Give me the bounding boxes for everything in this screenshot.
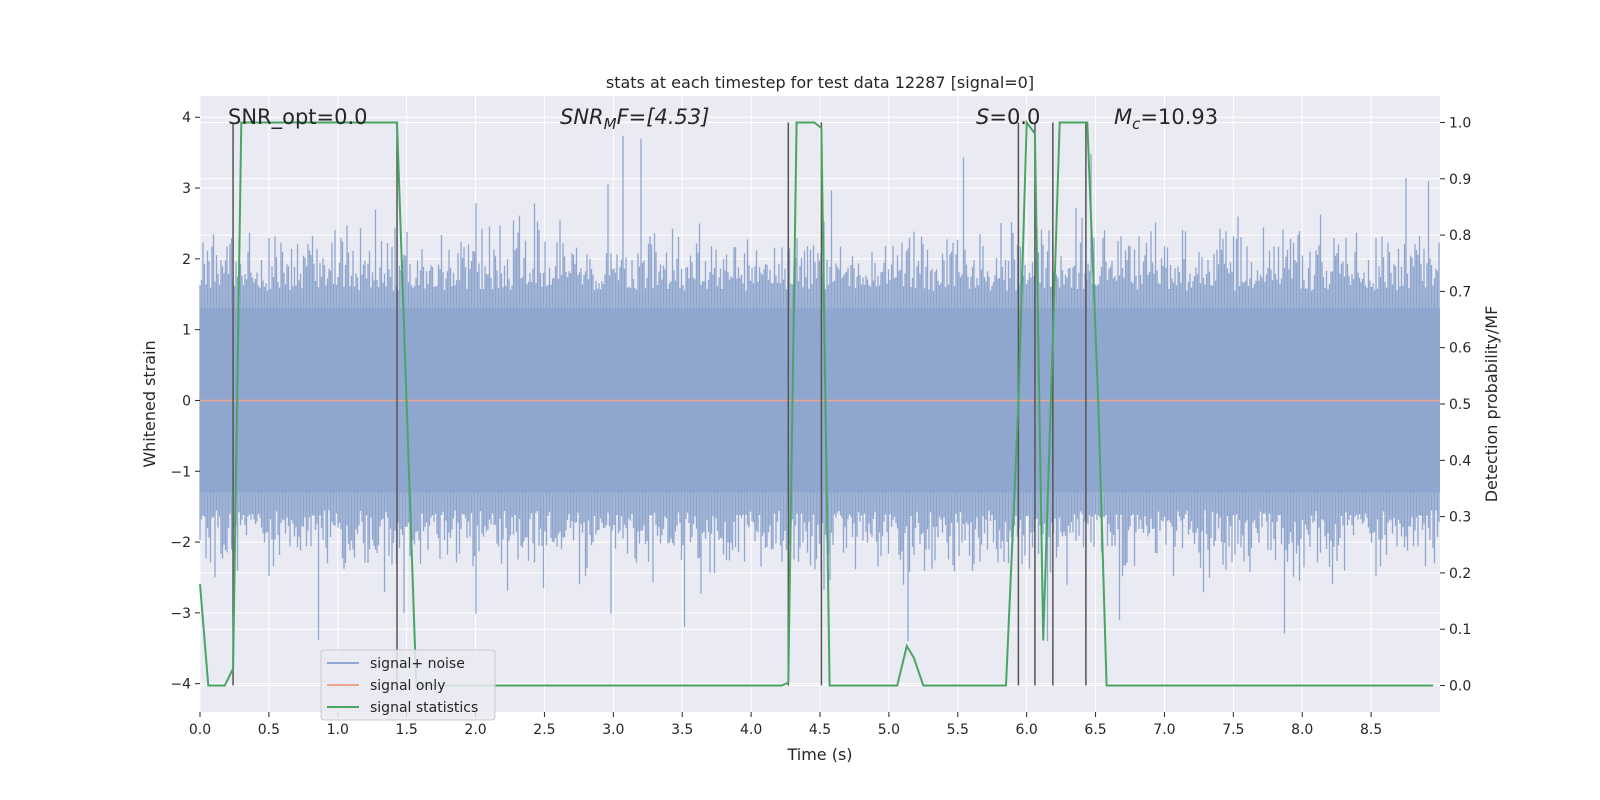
x-tick-label: 3.0 — [602, 722, 624, 738]
y-tick-label: −3 — [170, 606, 191, 622]
x-tick-label: 0.5 — [258, 722, 280, 738]
y2-tick-label: 0.5 — [1449, 397, 1471, 413]
x-tick-label: 7.0 — [1153, 722, 1175, 738]
chart-title: stats at each timestep for test data 122… — [606, 73, 1034, 92]
signal-statistics-line — [199, 119, 1434, 687]
y2-tick-label: 0.1 — [1449, 622, 1471, 638]
x-tick-label: 2.0 — [464, 722, 486, 738]
x-ticks: 0.0 0.5 1.0 1.5 2.0 2.5 3.0 3.5 4.0 4.5 5.0 5.5 6.0 6… — [189, 712, 1382, 738]
x-tick-label: 5.0 — [878, 722, 900, 738]
y-axis-label: Whitened strain — [140, 340, 159, 467]
y-tick-label: −4 — [170, 677, 191, 693]
legend-label-signal-only: signal only — [370, 678, 445, 694]
legend-label-signal-statistics: signal statistics — [370, 700, 478, 716]
legend-box — [320, 649, 496, 721]
x-tick-label: 1.0 — [327, 722, 349, 738]
y-tick-label: 3 — [182, 181, 191, 197]
x-tick-label: 7.5 — [1222, 722, 1244, 738]
snr-opt-annotation: SNR_opt=0.0 — [228, 105, 368, 130]
x-tick-label: 8.0 — [1291, 722, 1313, 738]
x-tick-label: 3.5 — [671, 722, 693, 738]
x-tick-label: 6.5 — [1084, 722, 1106, 738]
mc-annotation: Mc=10.93 — [1114, 105, 1218, 133]
y2-ticks: 1.0 0.9 0.8 0.7 0.6 0.5 0.4 0.3 0.2 0.1 0.0 — [1440, 115, 1471, 695]
y2-tick-label: 0.6 — [1449, 341, 1471, 357]
s-annotation: S=0.0 — [976, 105, 1040, 129]
y-tick-label: −2 — [170, 535, 191, 551]
vertical-markers — [232, 122, 1087, 686]
y-tick-label: −1 — [170, 464, 191, 480]
x-tick-label: 4.0 — [740, 722, 762, 738]
y2-tick-label: 1.0 — [1449, 115, 1471, 131]
y2-axis-label: Detection probability/MF — [1482, 306, 1501, 503]
snr-mf-annotation: SNRMF=[4.53] — [560, 105, 709, 133]
x-tick-label: 1.5 — [396, 722, 418, 738]
x-tick-label: 4.5 — [809, 722, 831, 738]
y-tick-label: 2 — [182, 252, 191, 268]
legend-label-signal-noise: signal+ noise — [370, 656, 465, 672]
x-tick-label: 5.5 — [947, 722, 969, 738]
x-axis-label: Time (s) — [786, 745, 852, 764]
y2-tick-label: 0.7 — [1449, 284, 1471, 300]
y2-tick-label: 0.4 — [1449, 453, 1471, 469]
y-ticks: 4 3 2 1 0 −1 −2 −3 −4 — [170, 110, 200, 693]
x-tick-label: 2.5 — [533, 722, 555, 738]
y2-tick-label: 0.9 — [1449, 172, 1471, 188]
y-tick-label: 4 — [182, 110, 191, 126]
legend: signal+ noise signal only signal statist… — [320, 649, 496, 721]
y2-tick-label: 0.0 — [1449, 679, 1471, 695]
y-tick-label: 0 — [182, 393, 191, 409]
x-tick-label: 8.5 — [1360, 722, 1382, 738]
y2-tick-label: 0.2 — [1449, 566, 1471, 582]
x-tick-label: 0.0 — [189, 722, 211, 738]
y2-tick-label: 0.3 — [1449, 510, 1471, 526]
y2-tick-label: 0.8 — [1449, 228, 1471, 244]
signal-statistics-series — [199, 119, 1434, 687]
y-tick-label: 1 — [182, 323, 191, 339]
x-tick-label: 6.0 — [1016, 722, 1038, 738]
